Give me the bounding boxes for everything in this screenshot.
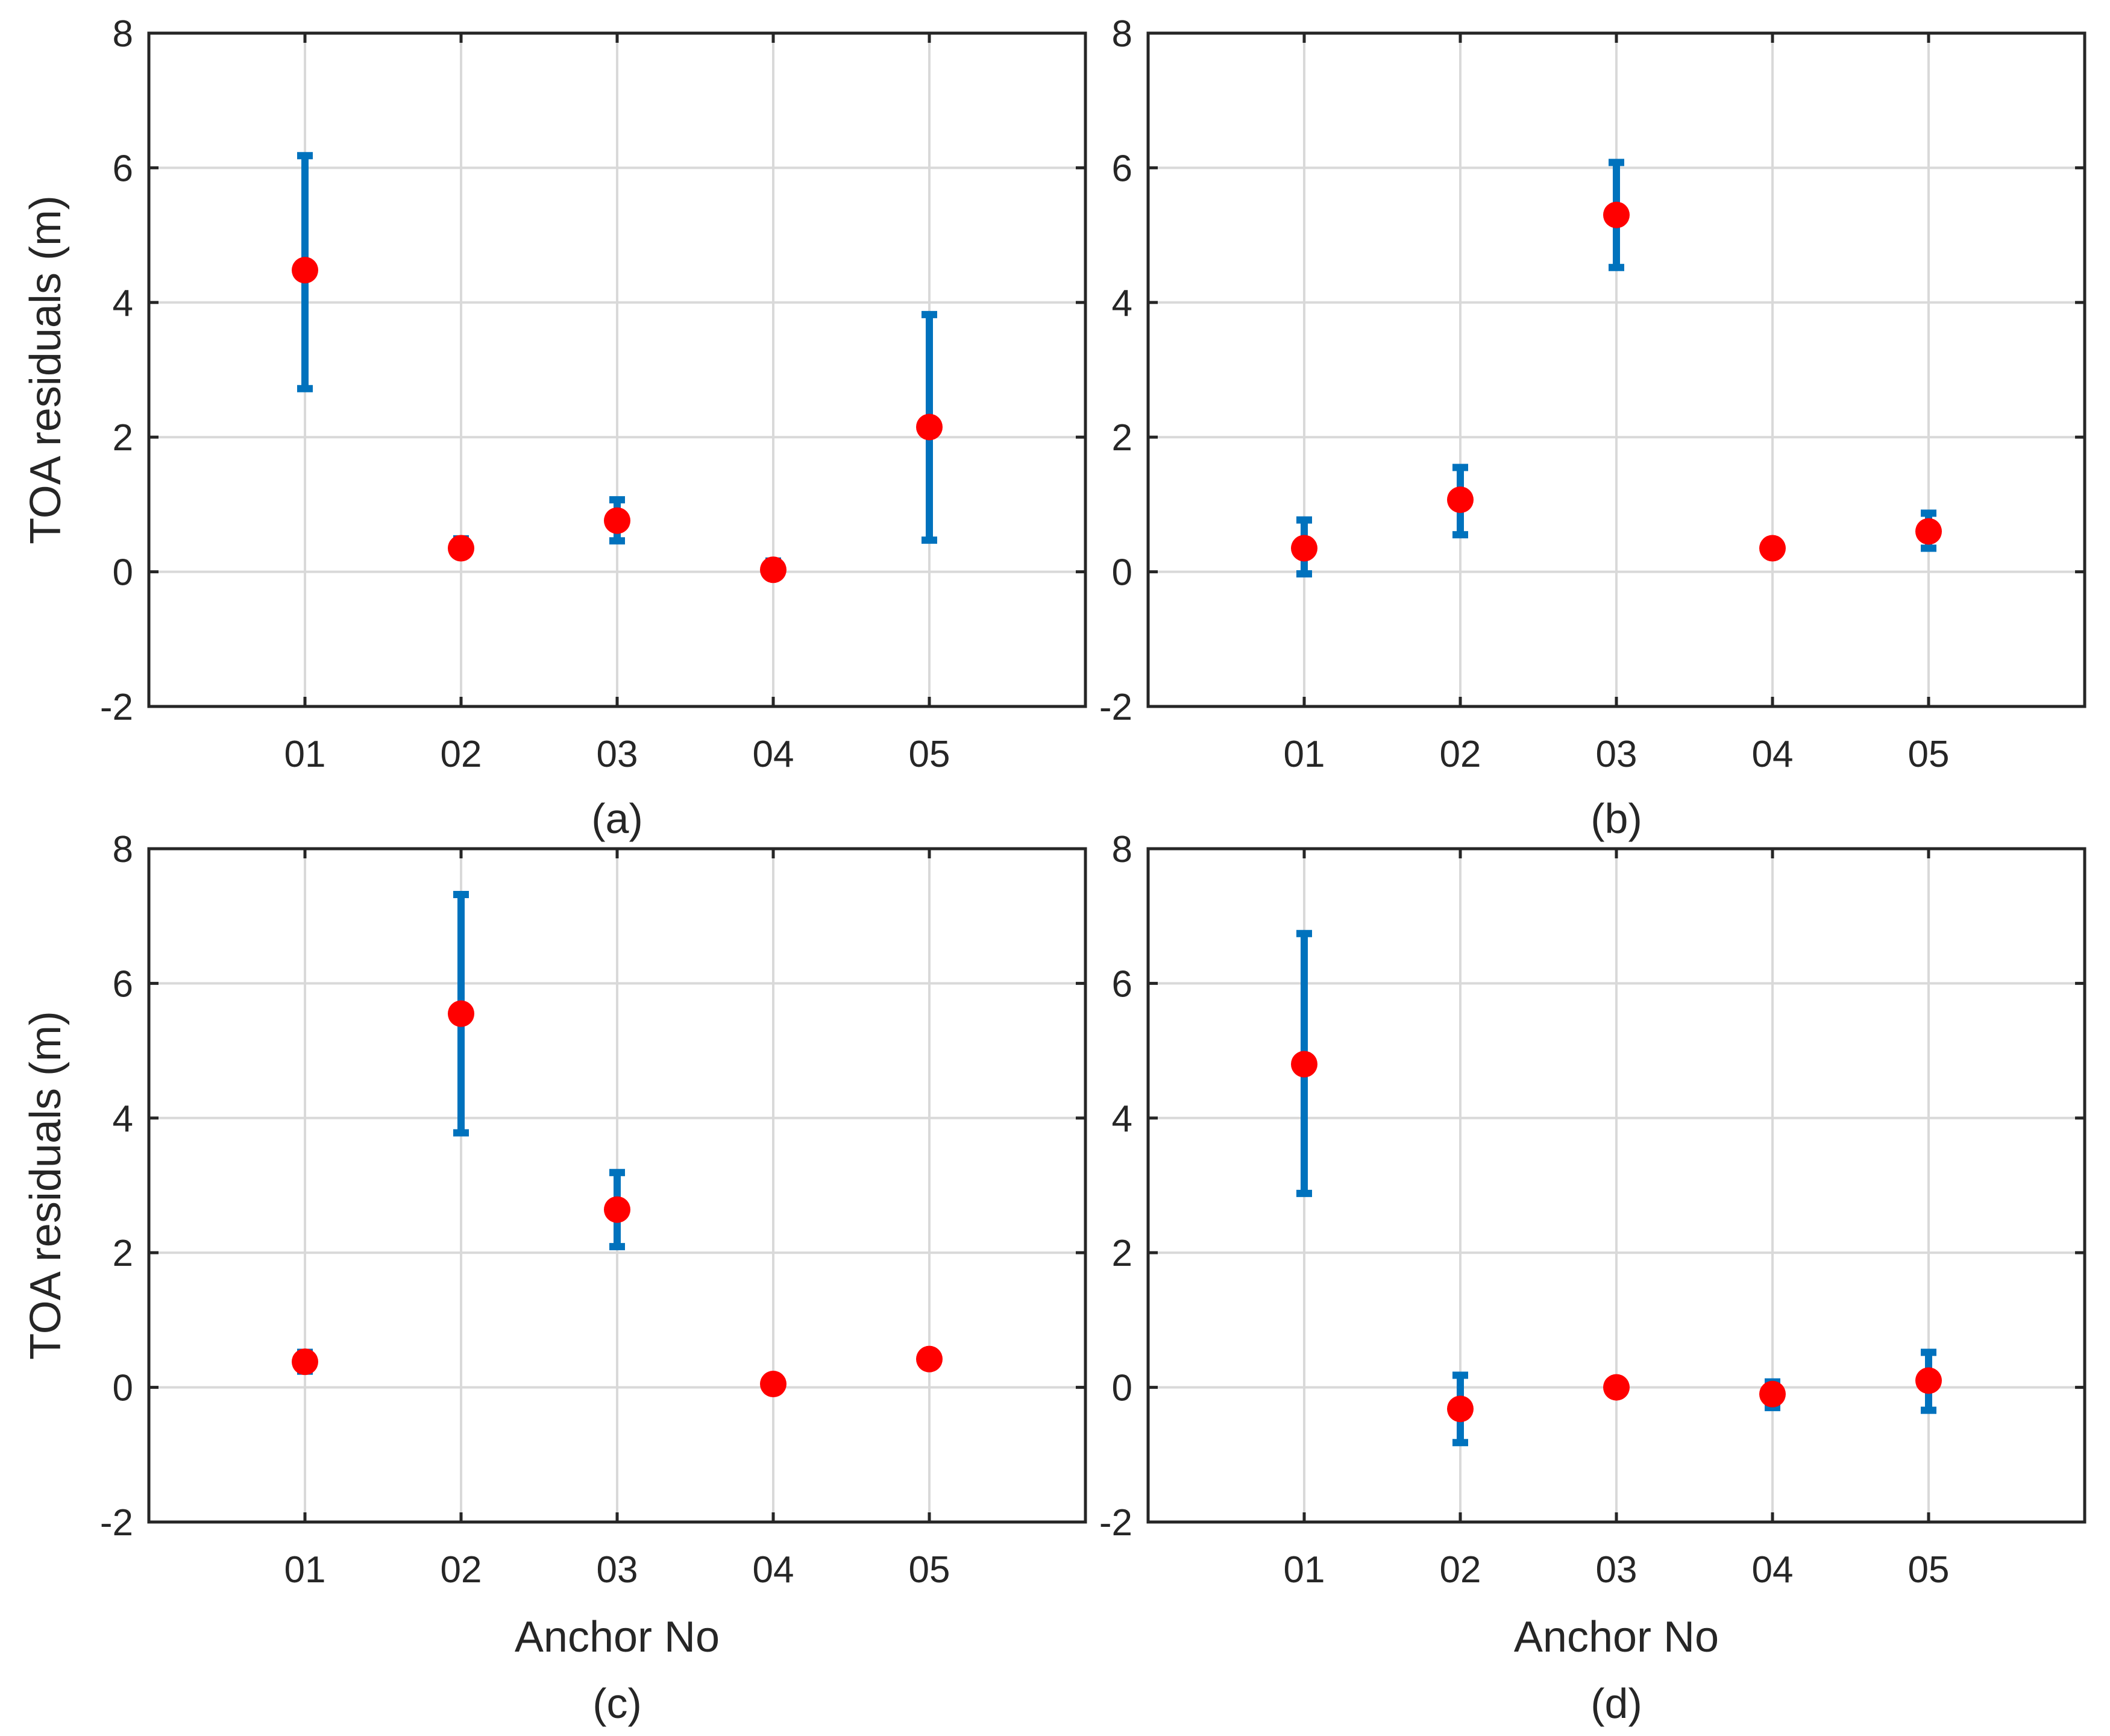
x-tick-label: 05 bbox=[909, 1549, 950, 1591]
y-tick-label: 6 bbox=[1112, 963, 1132, 1005]
data-point bbox=[916, 1345, 943, 1373]
data-point bbox=[448, 1000, 474, 1027]
y-axis-label: TOA residuals (m) bbox=[22, 1011, 70, 1360]
y-tick-label: 2 bbox=[1112, 417, 1132, 459]
y-tick-label: -2 bbox=[1099, 1502, 1132, 1544]
y-tick-label: 2 bbox=[1112, 1233, 1132, 1274]
data-point bbox=[760, 556, 787, 583]
x-tick-label: 04 bbox=[1752, 1549, 1794, 1591]
y-tick-label: 0 bbox=[113, 1368, 133, 1409]
y-tick-label: 4 bbox=[113, 1098, 133, 1140]
y-tick-label: -2 bbox=[100, 687, 133, 728]
data-point bbox=[1447, 486, 1474, 514]
x-tick-label: 05 bbox=[1908, 1549, 1950, 1591]
data-point bbox=[1291, 1051, 1317, 1078]
data-point bbox=[292, 257, 318, 284]
x-tick-label: 04 bbox=[753, 734, 794, 775]
y-tick-label: 8 bbox=[113, 13, 133, 55]
x-tick-label: 02 bbox=[1440, 1549, 1481, 1591]
y-tick-label: -2 bbox=[100, 1502, 133, 1544]
panel-label: (b) bbox=[1590, 795, 1642, 842]
data-point bbox=[1759, 535, 1786, 562]
y-tick-label: 8 bbox=[1112, 829, 1132, 870]
y-axis-label: TOA residuals (m) bbox=[22, 195, 70, 544]
x-tick-label: 03 bbox=[597, 734, 638, 775]
data-point bbox=[1603, 1374, 1630, 1401]
data-point bbox=[604, 507, 630, 534]
y-tick-label: 4 bbox=[1112, 283, 1132, 324]
y-tick-label: 6 bbox=[1112, 148, 1132, 189]
y-tick-label: 6 bbox=[113, 148, 133, 189]
y-tick-label: 2 bbox=[113, 1233, 133, 1274]
data-point bbox=[1291, 535, 1317, 562]
y-tick-label: 8 bbox=[113, 829, 133, 870]
y-tick-label: 0 bbox=[113, 552, 133, 594]
x-tick-label: 04 bbox=[1752, 734, 1794, 775]
x-tick-label: 03 bbox=[597, 1549, 638, 1591]
x-tick-label: 01 bbox=[1284, 734, 1325, 775]
data-point bbox=[292, 1348, 318, 1376]
data-point bbox=[760, 1371, 787, 1398]
y-tick-label: 4 bbox=[1112, 1098, 1132, 1140]
y-tick-label: 2 bbox=[113, 417, 133, 459]
x-tick-label: 01 bbox=[284, 1549, 326, 1591]
x-tick-label: 03 bbox=[1596, 1549, 1637, 1591]
x-tick-label: 01 bbox=[1284, 1549, 1325, 1591]
data-point bbox=[1603, 201, 1630, 228]
panel-label: (d) bbox=[1590, 1680, 1642, 1727]
data-point bbox=[1759, 1380, 1786, 1407]
data-point bbox=[916, 414, 943, 441]
panel-label: (a) bbox=[591, 795, 643, 842]
y-tick-label: -2 bbox=[1099, 687, 1132, 728]
data-point bbox=[1915, 518, 1942, 545]
x-axis-label: Anchor No bbox=[1514, 1613, 1719, 1661]
x-tick-label: 02 bbox=[1440, 734, 1481, 775]
x-axis-label: Anchor No bbox=[515, 1613, 720, 1661]
x-tick-label: 05 bbox=[909, 734, 950, 775]
y-tick-label: 0 bbox=[1112, 1368, 1132, 1409]
y-tick-label: 8 bbox=[1112, 13, 1132, 55]
x-tick-label: 05 bbox=[1908, 734, 1950, 775]
y-tick-label: 6 bbox=[113, 963, 133, 1005]
x-tick-label: 04 bbox=[753, 1549, 794, 1591]
y-tick-label: 0 bbox=[1112, 552, 1132, 594]
x-tick-label: 02 bbox=[441, 734, 482, 775]
data-point bbox=[1447, 1395, 1474, 1423]
data-point bbox=[604, 1196, 630, 1223]
y-tick-label: 4 bbox=[113, 283, 133, 324]
data-point bbox=[1915, 1367, 1942, 1394]
x-tick-label: 02 bbox=[441, 1549, 482, 1591]
x-tick-label: 03 bbox=[1596, 734, 1637, 775]
panel-label: (c) bbox=[592, 1680, 642, 1727]
x-tick-label: 01 bbox=[284, 734, 326, 775]
data-point bbox=[448, 535, 474, 562]
